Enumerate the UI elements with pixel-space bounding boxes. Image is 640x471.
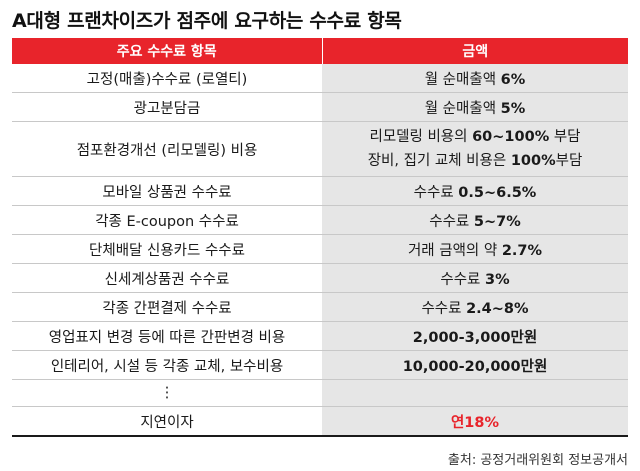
amount-text: 리모델링 비용의 (369, 129, 473, 145)
row-item: 단체배달 신용카드 수수료 (12, 234, 322, 264)
amount-value: 3% (485, 271, 510, 288)
row-item: 인테리어, 시설 등 각종 교체, 보수비용 (12, 350, 322, 380)
row-item: 고정(매출)수수료 (로열티) (12, 64, 322, 93)
amount-text: 부담 (549, 129, 581, 145)
table-row: 지연이자 연18% (12, 406, 628, 437)
row-item: 모바일 상품권 수수료 (12, 176, 322, 206)
row-amount: 2,000-3,000만원 (322, 321, 628, 351)
table-row: 모바일 상품권 수수료 수수료 0.5~6.5% (12, 176, 628, 206)
ellipsis-mark: ⋮ (12, 379, 322, 407)
row-amount (322, 379, 628, 407)
row-amount: 수수료 5~7% (322, 205, 628, 235)
amount-line-2: 장비, 집기 교체 비용은 100%부담 (328, 149, 622, 173)
row-item: 점포환경개선 (리모델링) 비용 (12, 121, 322, 177)
row-amount: 수수료 3% (322, 263, 628, 293)
table-row: 인테리어, 시설 등 각종 교체, 보수비용 10,000-20,000만원 (12, 350, 628, 380)
amount-text: 수수료 (429, 213, 474, 230)
table-row-ellipsis: ⋮ (12, 379, 628, 407)
header-amount: 금액 (322, 38, 628, 64)
amount-value: 0.5~6.5% (458, 184, 537, 201)
amount-text: 수수료 (413, 184, 459, 201)
row-item: 영업표지 변경 등에 따른 간판변경 비용 (12, 321, 322, 351)
amount-value: 6% (500, 71, 526, 88)
table-row: 영업표지 변경 등에 따른 간판변경 비용 2,000-3,000만원 (12, 321, 628, 351)
amount-text: 월 순매출액 (424, 71, 501, 88)
source-caption: 출처: 공정거래위원회 정보공개서 (447, 453, 628, 468)
row-item: 각종 E-coupon 수수료 (12, 205, 322, 235)
amount-text: 거래 금액의 약 (407, 242, 502, 259)
amount-value: 2.7% (501, 242, 543, 259)
amount-value-highlight: 연18% (450, 414, 500, 431)
row-amount: 거래 금액의 약 2.7% (322, 234, 628, 264)
row-amount: 리모델링 비용의 60~100% 부담 장비, 집기 교체 비용은 100%부담 (322, 121, 628, 177)
table-row: 고정(매출)수수료 (로열티) 월 순매출액 6% (12, 64, 628, 93)
row-amount: 수수료 0.5~6.5% (322, 176, 628, 206)
table-row: 각종 E-coupon 수수료 수수료 5~7% (12, 205, 628, 235)
row-item: 각종 간편결제 수수료 (12, 292, 322, 322)
table-row: 신세계상품권 수수료 수수료 3% (12, 263, 628, 293)
header-item: 주요 수수료 항목 (12, 38, 323, 64)
amount-value: 60~100% (472, 129, 550, 145)
page-title: A대형 프랜차이즈가 점주에 요구하는 수수료 항목 (12, 10, 402, 32)
table-row: 광고분담금 월 순매출액 5% (12, 92, 628, 122)
amount-value: 10,000-20,000만원 (402, 358, 548, 375)
row-amount: 연18% (322, 406, 628, 437)
amount-text: 월 순매출액 (424, 100, 501, 117)
amount-line-1: 리모델링 비용의 60~100% 부담 (328, 125, 622, 149)
row-amount: 월 순매출액 5% (322, 92, 628, 122)
row-amount: 수수료 2.4~8% (322, 292, 628, 322)
amount-text: 장비, 집기 교체 비용은 (367, 153, 511, 169)
amount-text: 부담 (555, 153, 583, 169)
table-row: 점포환경개선 (리모델링) 비용 리모델링 비용의 60~100% 부담 장비,… (12, 121, 628, 177)
row-amount: 월 순매출액 6% (322, 64, 628, 93)
amount-text: 수수료 (440, 271, 485, 288)
table-header-row: 주요 수수료 항목 금액 (12, 38, 628, 64)
amount-value: 5~7% (473, 213, 521, 230)
amount-text: 수수료 (421, 300, 467, 317)
row-item: 신세계상품권 수수료 (12, 263, 322, 293)
fee-table: 주요 수수료 항목 금액 고정(매출)수수료 (로열티) 월 순매출액 6% 광… (12, 38, 628, 437)
table-row: 각종 간편결제 수수료 수수료 2.4~8% (12, 292, 628, 322)
row-amount: 10,000-20,000만원 (322, 350, 628, 380)
amount-value: 2,000-3,000만원 (412, 329, 538, 346)
amount-value: 2.4~8% (466, 300, 529, 317)
row-item: 지연이자 (12, 406, 322, 437)
row-item: 광고분담금 (12, 92, 322, 122)
amount-value: 5% (500, 100, 526, 117)
table-row: 단체배달 신용카드 수수료 거래 금액의 약 2.7% (12, 234, 628, 264)
amount-value: 100% (510, 153, 556, 169)
